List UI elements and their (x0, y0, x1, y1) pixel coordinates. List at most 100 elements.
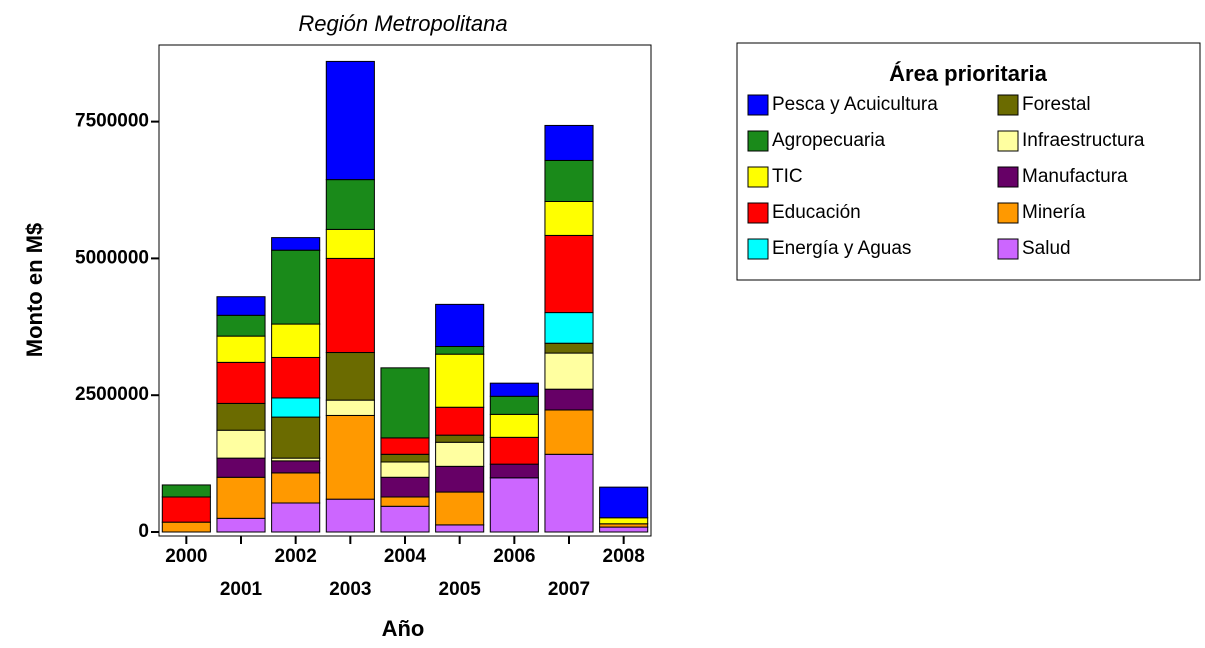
bar-segment (216, 361, 266, 404)
legend-swatch (747, 202, 769, 224)
bar-segment (489, 413, 539, 438)
bar-segment (489, 463, 539, 479)
bar-segment (380, 367, 430, 439)
legend-swatch (747, 130, 769, 152)
bar-segment (216, 296, 266, 316)
bar-segment (544, 159, 594, 202)
bar-segment (544, 453, 594, 533)
y-axis-title: Monto en M$ (22, 223, 47, 357)
bar-segment (271, 323, 321, 358)
bar-segment (489, 436, 539, 465)
bar-segment (325, 257, 375, 354)
legend-label: Infraestructura (1022, 130, 1145, 151)
legend-box (736, 42, 1201, 281)
legend-label: TIC (772, 166, 803, 187)
bar-segment (271, 237, 321, 251)
legend-label: Educación (772, 202, 861, 223)
x-axis-title: Año (382, 616, 425, 641)
bar-segment (380, 505, 430, 533)
bar-segment (271, 502, 321, 533)
bar-segment (161, 521, 211, 533)
bar-segment (271, 416, 321, 459)
bar-segment (489, 477, 539, 533)
bar-segment (216, 457, 266, 478)
bar-segment (435, 434, 485, 443)
y-tick-label: 5000000 (75, 247, 149, 268)
bar-segment (544, 200, 594, 236)
x-tick-label: 2000 (165, 546, 207, 567)
legend-label: Minería (1022, 202, 1086, 223)
legend-swatch (747, 238, 769, 260)
x-tick-label: 2007 (548, 579, 590, 600)
bar-segment (216, 335, 266, 363)
legend-title: Área prioritaria (889, 61, 1047, 86)
bar-segment (435, 465, 485, 493)
x-tick-label: 2008 (603, 546, 645, 567)
bar-segment (380, 496, 430, 507)
legend-swatch (997, 94, 1019, 116)
legend-label: Energía y Aguas (772, 238, 911, 259)
legend-swatch (997, 166, 1019, 188)
bar-segment (380, 461, 430, 478)
x-tick-label: 2001 (220, 579, 263, 600)
legend-swatch (997, 202, 1019, 224)
x-tick-label: 2006 (493, 546, 535, 567)
bar-segment (599, 517, 649, 525)
bar-segment (599, 486, 649, 519)
bar-segment (216, 402, 266, 431)
bar-segment (325, 60, 375, 181)
bar-segment (435, 491, 485, 526)
x-tick-label: 2005 (439, 579, 482, 600)
legend-swatch (747, 94, 769, 116)
x-tick-label: 2002 (275, 546, 317, 567)
legend-label: Manufactura (1022, 166, 1128, 187)
bar-segment (489, 382, 539, 397)
y-tick-label: 2500000 (75, 384, 149, 405)
bar-segment (489, 395, 539, 415)
bar-segment (435, 353, 485, 408)
bar-segment (325, 498, 375, 533)
bar-segment (380, 437, 430, 455)
bar-segment (161, 484, 211, 498)
bar-segment (544, 342, 594, 354)
bar-segment (544, 352, 594, 390)
bar-segment (544, 124, 594, 161)
bar-segment (216, 476, 266, 519)
bar-segment (380, 453, 430, 463)
bar-segment (435, 524, 485, 533)
bar-segment (216, 429, 266, 459)
bar-segment (544, 312, 594, 344)
y-tick-label: 0 (138, 521, 149, 542)
bar-segment (271, 460, 321, 474)
bar-segment (544, 234, 594, 314)
legend-label: Forestal (1022, 94, 1091, 115)
bar-segment (380, 476, 430, 498)
bar-segment (544, 409, 594, 455)
bar-segment (325, 414, 375, 500)
bar-segment (544, 388, 594, 411)
legend-label: Pesca y Acuicultura (772, 94, 938, 115)
legend-label: Salud (1022, 238, 1071, 259)
x-tick-label: 2004 (384, 546, 427, 567)
bar-segment (325, 352, 375, 401)
bar-segment (435, 406, 485, 436)
bar-segment (435, 441, 485, 467)
bar-segment (325, 179, 375, 230)
y-tick-label: 7500000 (75, 111, 149, 132)
bar-segment (216, 314, 266, 337)
bar-segment (161, 496, 211, 523)
bar-segment (325, 228, 375, 259)
bar-segment (435, 346, 485, 355)
chart-title: Región Metropolitana (298, 11, 507, 36)
bar-segment (325, 399, 375, 416)
bar-segment (599, 526, 649, 533)
legend-swatch (997, 238, 1019, 260)
bar-segment (271, 249, 321, 325)
bar-segment (271, 356, 321, 399)
legend-swatch (747, 166, 769, 188)
bar-segment (435, 303, 485, 348)
bar-segment (271, 397, 321, 418)
legend-label: Agropecuaria (772, 130, 885, 151)
